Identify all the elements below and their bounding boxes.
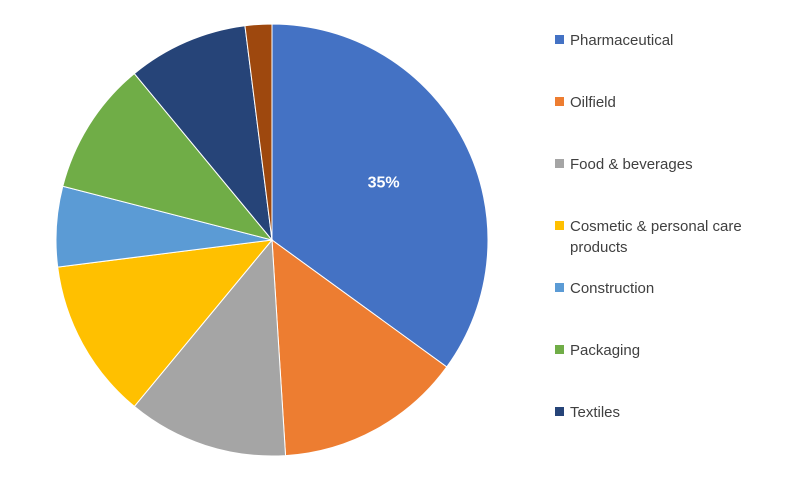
legend-label: Construction (570, 280, 655, 297)
pie-plot-area: 35% (55, 23, 489, 457)
legend-label: Cosmetic & personal care products (570, 218, 742, 256)
legend-label: Oilfield (570, 94, 616, 111)
legend-label: Packaging (570, 342, 641, 359)
pie-slice-8 (244, 23, 273, 241)
legend-swatch (555, 35, 564, 44)
legend-item-4: Cosmetic & personal care products (555, 216, 785, 258)
pie-slice-3 (133, 238, 287, 457)
legend-swatch (555, 159, 564, 168)
legend-item-6: Packaging (555, 340, 785, 361)
legend-swatch (555, 283, 564, 292)
legend-label: Textiles (570, 404, 621, 421)
legend-swatch (555, 221, 564, 230)
legend-item-1: Pharmaceutical (555, 30, 785, 51)
pie-slice-7 (133, 25, 273, 242)
legend-swatch (555, 97, 564, 106)
legend-item-5: Construction (555, 278, 785, 299)
legend-label: Pharmaceutical (570, 32, 674, 49)
pie-slice-4 (57, 239, 274, 408)
legend-item-7: Textiles (555, 402, 785, 423)
pie-data-label-1: 35% (368, 174, 400, 191)
legend-swatch (555, 345, 564, 354)
legend-item-3: Food & beverages (555, 154, 785, 175)
legend-label: Food & beverages (570, 156, 693, 173)
pie-slice-6 (62, 72, 274, 241)
pie-slice-1 (271, 23, 489, 368)
legend-swatch (555, 407, 564, 416)
pie-slice-2 (271, 238, 448, 457)
legend-item-2: Oilfield (555, 92, 785, 113)
